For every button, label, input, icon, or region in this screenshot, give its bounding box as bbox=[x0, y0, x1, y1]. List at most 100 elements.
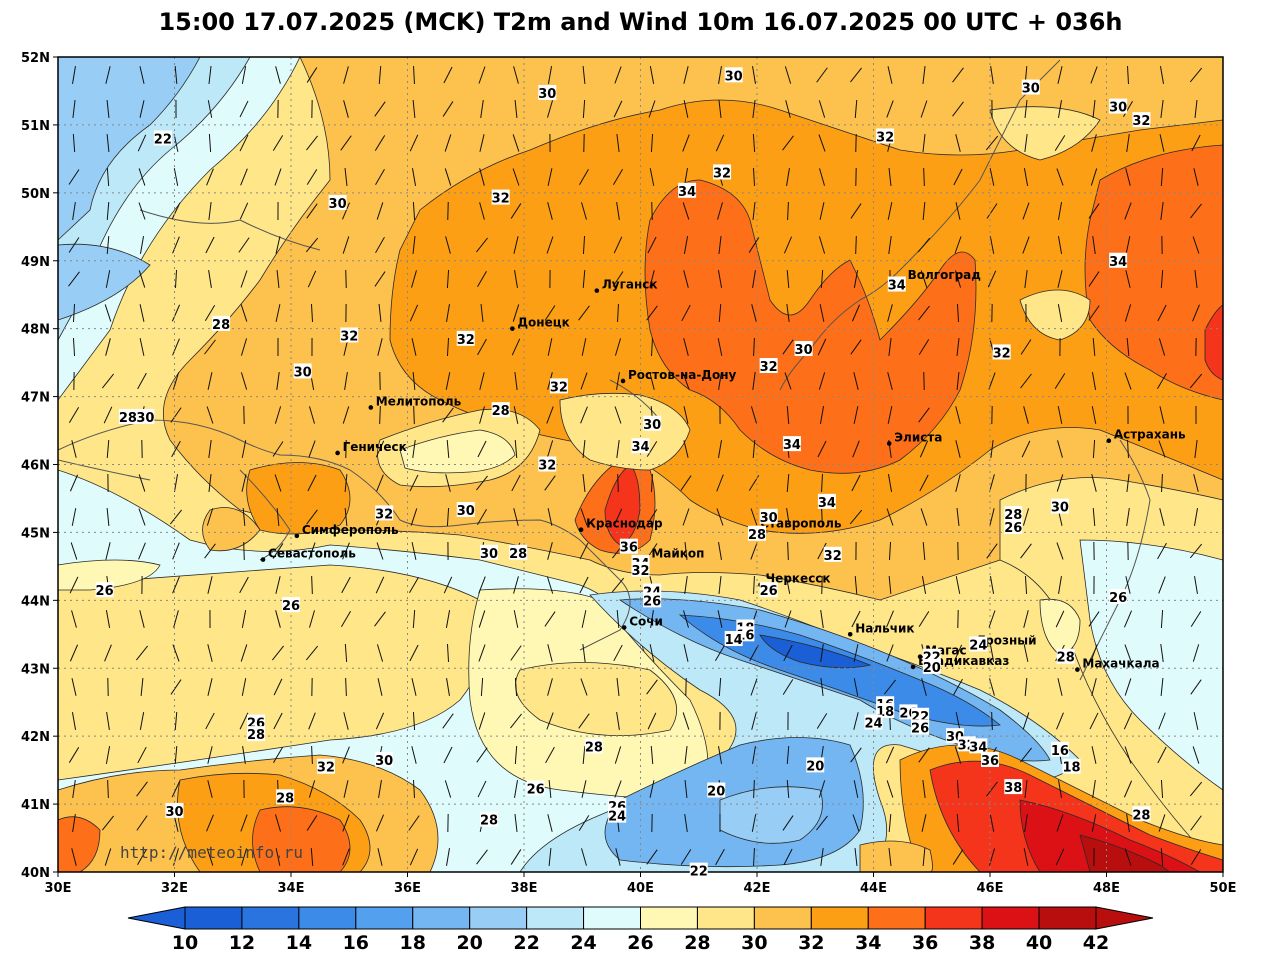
wind-barb bbox=[275, 576, 281, 594]
lon-tick-label: 36E bbox=[394, 881, 421, 896]
wind-barb bbox=[751, 304, 757, 322]
wind-barb bbox=[819, 202, 825, 220]
wind-barb bbox=[547, 202, 553, 220]
wind-barb bbox=[1092, 439, 1096, 459]
wind-barb bbox=[1157, 746, 1167, 764]
wind-barb bbox=[411, 542, 417, 560]
wind-barb bbox=[953, 678, 963, 696]
wind-barb bbox=[1124, 304, 1132, 322]
lat-tick-label: 49N bbox=[21, 255, 50, 270]
wind-barb bbox=[375, 168, 385, 186]
wind-barb bbox=[717, 338, 723, 356]
colorbar-label: 26 bbox=[627, 932, 653, 954]
wind-barb bbox=[137, 372, 147, 390]
wind-barb bbox=[682, 372, 690, 390]
wind-barb bbox=[752, 746, 756, 764]
isotherm-label: 30 bbox=[760, 511, 778, 526]
wind-barb bbox=[306, 815, 318, 831]
wind-barb bbox=[821, 473, 823, 493]
wind-barb bbox=[274, 474, 282, 492]
isotherm-label-bg bbox=[316, 758, 335, 774]
wind-barb bbox=[105, 746, 111, 764]
wind-barb bbox=[172, 644, 180, 662]
wind-barb bbox=[171, 304, 181, 322]
wind-barb bbox=[344, 507, 348, 527]
wind-barb bbox=[342, 542, 350, 560]
colorbar-segment bbox=[412, 906, 471, 930]
wind-barb bbox=[784, 66, 792, 84]
wind-barb bbox=[1192, 746, 1200, 764]
wind-barb bbox=[1091, 406, 1097, 424]
isotherm-label-bg bbox=[480, 544, 499, 560]
wind-barb bbox=[206, 814, 214, 832]
wind-barb bbox=[649, 66, 655, 84]
wind-barb bbox=[240, 848, 248, 866]
wind-barb bbox=[581, 202, 587, 220]
wind-barb bbox=[342, 236, 350, 254]
lon-tick-label: 42E bbox=[744, 881, 771, 896]
wind-barb bbox=[408, 815, 420, 831]
wind-barb bbox=[786, 269, 790, 289]
isotherm-label: 22 bbox=[154, 133, 172, 148]
city-dot bbox=[578, 527, 584, 532]
wind-barb bbox=[684, 541, 688, 561]
isotherm-label: 34 bbox=[678, 185, 696, 200]
wind-barb bbox=[547, 168, 553, 186]
isotherm-label: 28 bbox=[1057, 651, 1075, 666]
wind-barb bbox=[1056, 814, 1064, 832]
wind-barb bbox=[922, 201, 926, 221]
wind-barb bbox=[682, 508, 690, 526]
city-dot bbox=[260, 557, 266, 562]
wind-barb bbox=[544, 305, 556, 321]
wind-barb bbox=[1090, 168, 1098, 186]
isotherm-label-bg bbox=[491, 189, 510, 205]
wind-barb bbox=[680, 849, 692, 865]
wind-barb bbox=[1124, 644, 1132, 662]
isotherm-label-bg bbox=[911, 707, 930, 723]
colorbar-segment bbox=[469, 906, 528, 930]
wind-barb bbox=[239, 100, 249, 118]
wind-barb bbox=[989, 814, 995, 832]
wind-barb bbox=[411, 746, 417, 764]
wind-barb bbox=[274, 814, 282, 832]
wind-barb bbox=[581, 338, 587, 356]
wind-barb bbox=[646, 441, 658, 457]
wind-barb bbox=[1194, 99, 1198, 119]
isotherm-label: 30 bbox=[165, 805, 183, 820]
wind-barb bbox=[1194, 440, 1198, 458]
isotherm-label-bg bbox=[1109, 98, 1128, 114]
wind-barb bbox=[578, 713, 590, 729]
wind-barb bbox=[1190, 849, 1202, 865]
wind-barb bbox=[172, 338, 180, 356]
wind-barb bbox=[272, 135, 284, 151]
wind-barb bbox=[71, 610, 77, 628]
wind-barb bbox=[378, 780, 382, 798]
isotherm-label: 32 bbox=[375, 507, 393, 522]
wind-barb bbox=[786, 745, 790, 765]
isotherm-label: 32 bbox=[824, 549, 842, 564]
colorbar-label: 30 bbox=[741, 932, 767, 954]
wind-barb bbox=[582, 644, 586, 662]
wind-barb bbox=[987, 270, 997, 288]
wind-barb bbox=[1057, 100, 1063, 118]
wind-barb bbox=[1160, 100, 1164, 118]
wind-barb bbox=[682, 202, 690, 220]
wind-barb bbox=[853, 712, 859, 730]
wind-barb bbox=[1088, 305, 1100, 321]
city-label: Нальчик bbox=[855, 621, 914, 635]
wind-barb bbox=[922, 134, 926, 152]
isotherm-label: 26 bbox=[911, 721, 929, 736]
wind-barb bbox=[241, 474, 247, 492]
wind-barb bbox=[105, 610, 111, 628]
wind-barb bbox=[477, 440, 487, 458]
wind-barb bbox=[752, 133, 756, 153]
wind-barb bbox=[582, 269, 586, 289]
wind-barb bbox=[1124, 678, 1132, 696]
wind-barb bbox=[821, 575, 823, 595]
wind-barb bbox=[888, 575, 892, 595]
isotherm-label-bg bbox=[643, 592, 662, 608]
isotherm-label: 32 bbox=[631, 564, 649, 579]
colorbar-label: 22 bbox=[513, 932, 539, 954]
wind-barb bbox=[752, 439, 756, 459]
wind-barb bbox=[952, 849, 964, 865]
